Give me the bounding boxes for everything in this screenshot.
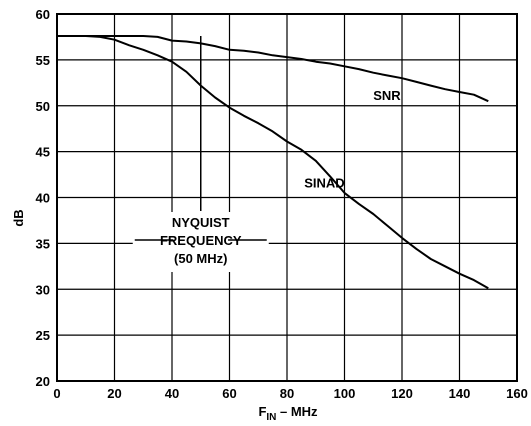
y-tick-label: 30 bbox=[36, 282, 50, 297]
x-tick-label: 160 bbox=[506, 386, 528, 401]
nyquist-annotation: NYQUIST FREQUENCY (50 MHz) bbox=[132, 36, 269, 272]
series-lines bbox=[57, 35, 489, 290]
x-tick-label: 120 bbox=[391, 386, 413, 401]
nyquist-annotation-line: NYQUIST bbox=[172, 215, 230, 230]
series-line-sinad bbox=[57, 35, 489, 290]
nyquist-annotation-line: FREQUENCY bbox=[160, 233, 242, 248]
y-axis-title: dB bbox=[11, 209, 26, 226]
y-tick-label: 20 bbox=[36, 374, 50, 389]
y-tick-label: 40 bbox=[36, 191, 50, 206]
x-axis-title: FIN – MHz bbox=[258, 404, 318, 423]
x-tick-label: 20 bbox=[107, 386, 121, 401]
x-tick-label: 100 bbox=[334, 386, 356, 401]
series-label-snr: SNR bbox=[373, 88, 401, 103]
x-tick-label: 40 bbox=[165, 386, 179, 401]
grid bbox=[56, 13, 518, 382]
x-axis-title-main: F bbox=[258, 404, 266, 419]
x-tick-label: 140 bbox=[449, 386, 471, 401]
y-tick-label: 55 bbox=[36, 53, 50, 68]
x-tick-label: 0 bbox=[53, 386, 60, 401]
y-tick-label: 60 bbox=[36, 7, 50, 22]
series-label-sinad: SINAD bbox=[304, 175, 344, 190]
y-tick-label: 25 bbox=[36, 328, 50, 343]
y-tick-label: 35 bbox=[36, 236, 50, 251]
plot-frame bbox=[56, 13, 518, 382]
nyquist-annotation-line: (50 MHz) bbox=[174, 251, 227, 266]
y-tick-label: 50 bbox=[36, 99, 50, 114]
x-tick-label: 80 bbox=[280, 386, 294, 401]
x-axis-title-sub: IN bbox=[266, 412, 276, 423]
x-axis-title-rest: – MHz bbox=[276, 404, 318, 419]
y-tick-label: 45 bbox=[36, 145, 50, 160]
series-line-snr bbox=[57, 35, 489, 103]
annotation-backdrop bbox=[132, 212, 269, 272]
series-labels: SNR SINAD bbox=[304, 88, 401, 190]
x-tick-label: 60 bbox=[222, 386, 236, 401]
